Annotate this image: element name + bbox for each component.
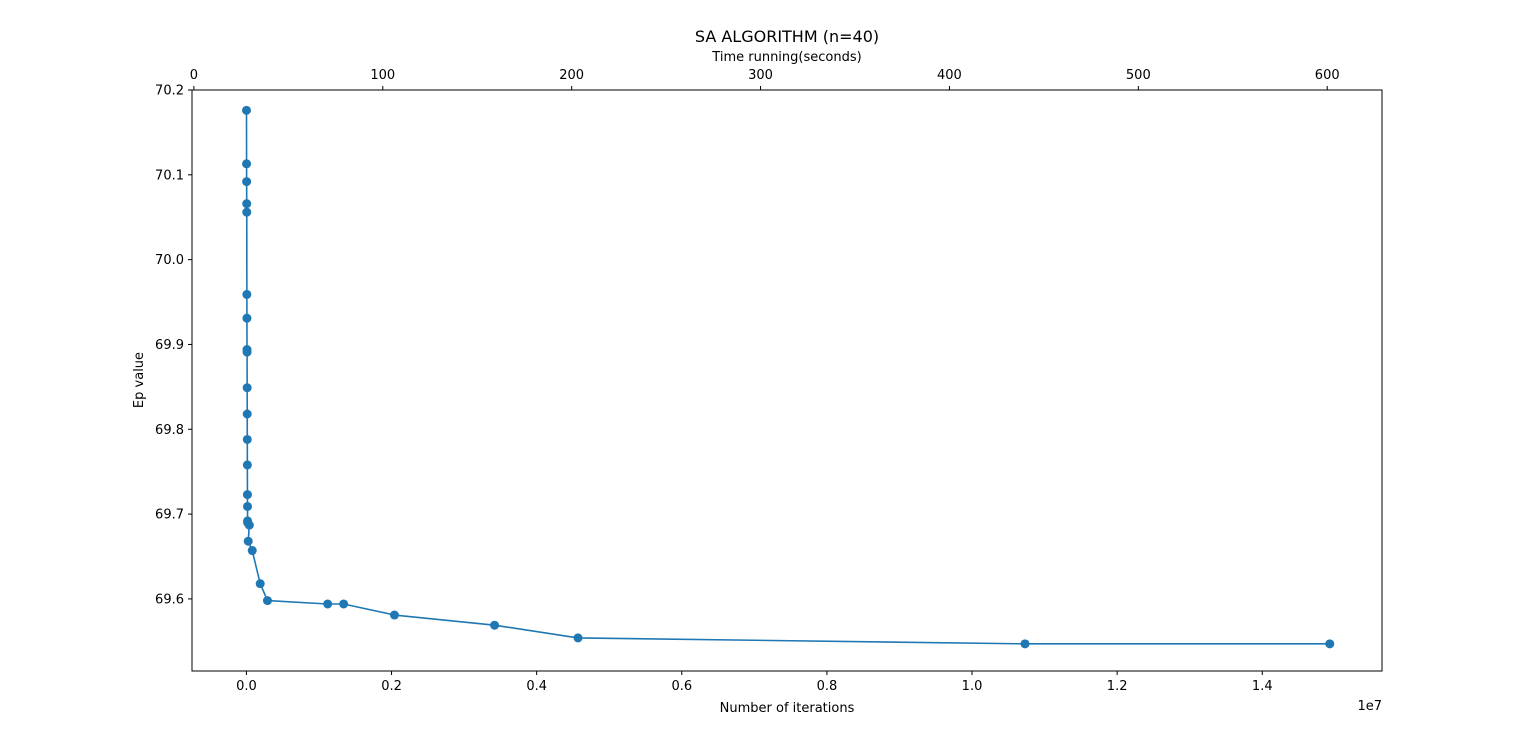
data-point <box>339 599 349 609</box>
x-tick-label: 1.2 <box>1107 679 1128 694</box>
data-point <box>573 633 583 643</box>
top-x-tick-label: 300 <box>748 68 773 83</box>
y-tick-label: 70.0 <box>155 253 184 268</box>
data-point <box>244 520 254 530</box>
x-tick-label: 0.6 <box>671 679 692 694</box>
y-axis-label: Ep value <box>132 352 147 408</box>
data-point <box>255 579 265 589</box>
data-point <box>241 105 251 115</box>
data-point <box>242 409 252 419</box>
y-tick-label: 69.6 <box>155 592 184 607</box>
series-layer <box>241 105 1335 649</box>
data-point <box>1020 639 1030 649</box>
data-point <box>1325 639 1335 649</box>
bottom-axis-ticks: 0.0 0.2 0.4 0.6 0.8 1.0 1.2 1.4 <box>236 671 1273 694</box>
top-x-tick-label: 0 <box>190 68 198 83</box>
data-point <box>247 546 257 556</box>
plot-background <box>192 90 1382 671</box>
x-tick-label: 1.4 <box>1252 679 1273 694</box>
top-x-tick-label: 100 <box>370 68 395 83</box>
top-x-tick-label: 500 <box>1126 68 1151 83</box>
data-point <box>243 536 253 546</box>
data-point <box>242 313 252 323</box>
y-tick-label: 69.8 <box>155 423 184 438</box>
data-point <box>242 383 252 393</box>
plot-frame <box>191 89 1383 672</box>
data-point <box>490 620 500 630</box>
top-x-tick-label: 600 <box>1315 68 1340 83</box>
x-tick-label: 1.0 <box>962 679 983 694</box>
y-tick-label: 69.9 <box>155 338 184 353</box>
top-x-tick-label: 200 <box>559 68 584 83</box>
data-point <box>242 460 252 470</box>
data-point <box>389 610 399 620</box>
y-tick-label: 70.1 <box>155 168 184 183</box>
x-offset-label: 1e7 <box>1357 699 1382 714</box>
x-tick-label: 0.4 <box>526 679 547 694</box>
data-point <box>243 501 253 511</box>
data-point <box>242 207 252 217</box>
data-point <box>242 289 252 299</box>
data-point <box>242 159 252 169</box>
data-point <box>242 434 252 444</box>
top-axis-label: Time running(seconds) <box>711 50 861 65</box>
data-point <box>242 347 252 357</box>
left-axis-ticks: 69.6 69.7 69.8 69.9 70.0 70.1 70.2 <box>155 84 192 607</box>
data-point <box>262 596 272 606</box>
x-axis-label: Number of iterations <box>720 701 855 716</box>
x-tick-label: 0.0 <box>236 679 257 694</box>
chart-title: SA ALGORITHM (n=40) <box>695 27 879 46</box>
data-point <box>242 490 252 500</box>
data-point <box>242 199 252 209</box>
y-tick-label: 69.7 <box>155 508 184 523</box>
top-x-tick-label: 400 <box>937 68 962 83</box>
top-axis-ticks: 0 100 200 300 400 500 600 <box>190 68 1340 90</box>
y-tick-label: 70.2 <box>155 84 184 99</box>
data-point <box>242 177 252 187</box>
x-tick-label: 0.8 <box>817 679 838 694</box>
x-tick-label: 0.2 <box>381 679 402 694</box>
data-point <box>323 599 333 609</box>
